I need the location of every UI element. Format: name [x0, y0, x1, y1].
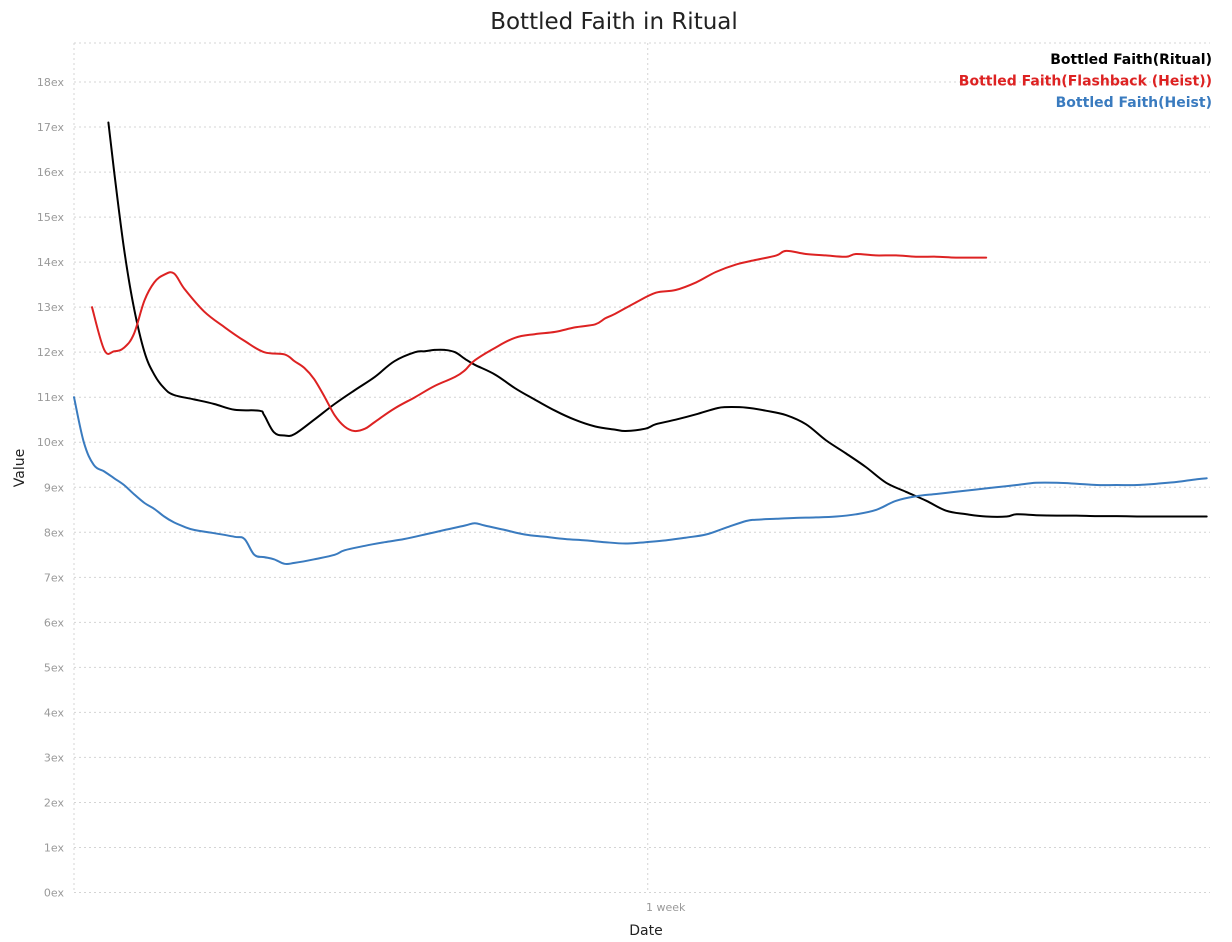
legend[interactable]: Bottled Faith(Ritual) Bottled Faith(Flash…	[959, 52, 1212, 111]
legend-item-2[interactable]: Bottled Faith(Flashback (Heist))	[959, 74, 1212, 90]
y-tick-label: 7ex	[44, 571, 65, 584]
y-tick-label: 18ex	[37, 76, 65, 89]
y-tick-label: 14ex	[37, 256, 65, 269]
y-tick-label: 2ex	[44, 796, 65, 809]
x-tick-label: 1 week	[646, 901, 686, 914]
y-tick-label: 13ex	[37, 301, 65, 314]
y-tick-label: 3ex	[44, 751, 65, 764]
series-line-2[interactable]	[91, 249, 988, 433]
y-tick-label: 12ex	[37, 346, 65, 359]
series-line-1[interactable]	[107, 121, 1208, 518]
legend-item-3[interactable]: Bottled Faith(Heist)	[1056, 95, 1212, 111]
y-tick-label: 1ex	[44, 841, 65, 854]
y-tick-label: 9ex	[44, 481, 65, 494]
y-tick-label: 15ex	[37, 211, 65, 224]
y-tick-label: 8ex	[44, 526, 65, 539]
y-tick-label: 16ex	[37, 166, 65, 179]
y-tick-label: 11ex	[37, 391, 65, 404]
series-lines	[73, 121, 1208, 566]
series-line-3[interactable]	[73, 396, 1208, 566]
x-axis-ticks: 1 week	[646, 901, 686, 914]
y-axis-label: Value	[12, 449, 28, 487]
grid	[73, 42, 1210, 893]
legend-item-1[interactable]: Bottled Faith(Ritual)	[1050, 52, 1212, 68]
y-tick-label: 0ex	[44, 887, 65, 900]
y-axis-ticks: 0ex 1ex 2ex 3ex 4ex 5ex 6ex 7ex 8ex 9ex 10ex 11ex 12…	[37, 76, 65, 899]
y-tick-label: 17ex	[37, 121, 65, 134]
y-tick-label: 6ex	[44, 616, 65, 629]
y-tick-label: 5ex	[44, 661, 65, 674]
y-tick-label: 4ex	[44, 706, 65, 719]
y-tick-label: 10ex	[37, 436, 65, 449]
chart-title: Bottled Faith in Ritual	[490, 9, 738, 35]
x-axis-label: Date	[629, 923, 662, 939]
